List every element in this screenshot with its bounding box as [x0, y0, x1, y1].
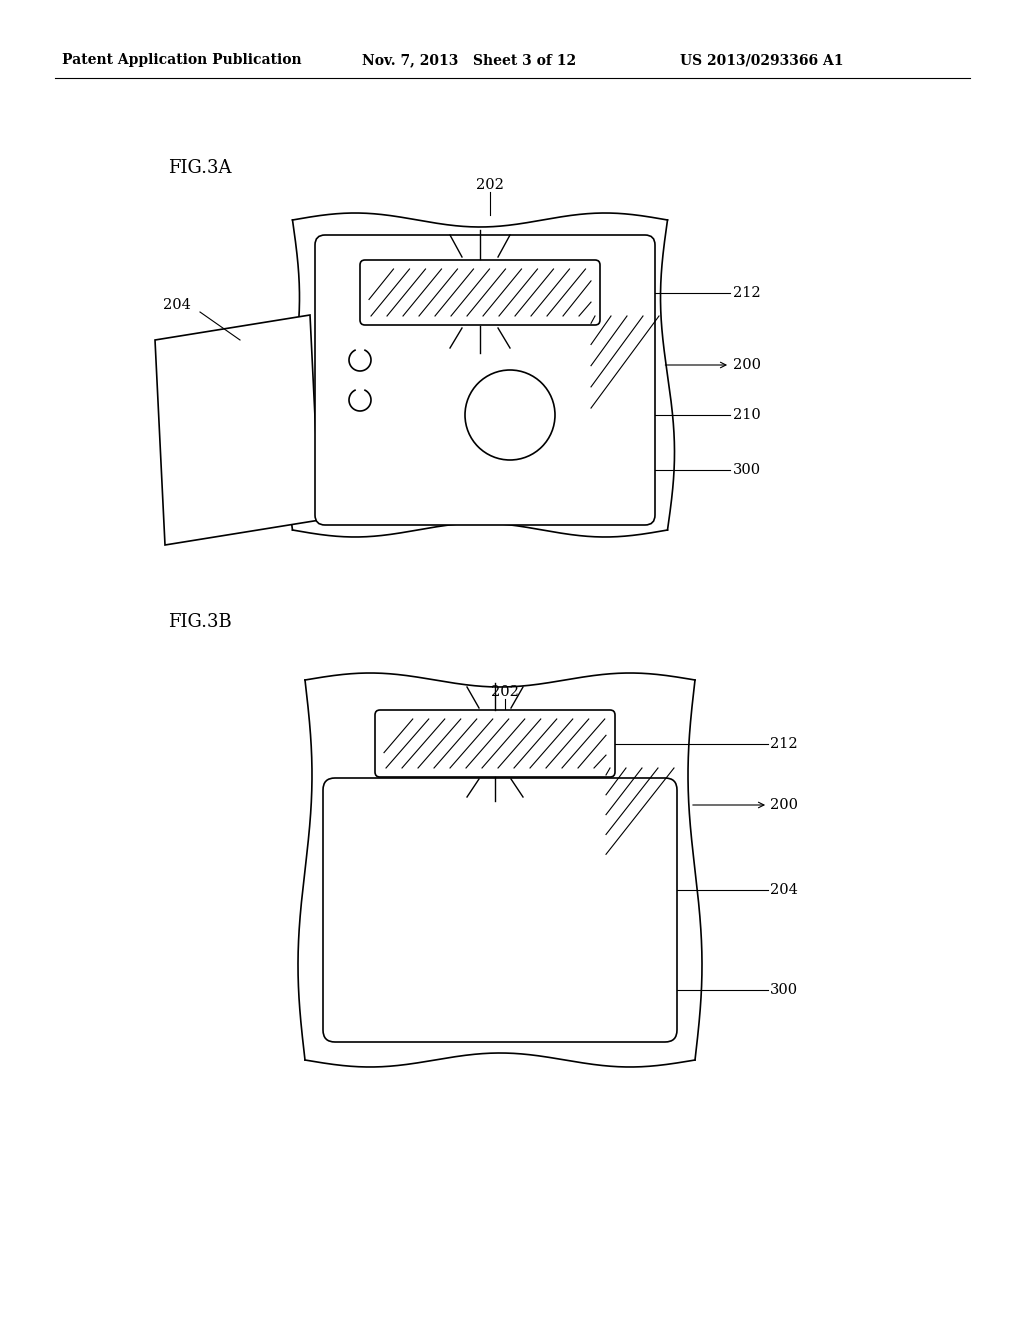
Text: 212: 212	[733, 286, 761, 300]
Text: 300: 300	[733, 463, 761, 477]
Text: 200: 200	[733, 358, 761, 372]
Text: Nov. 7, 2013   Sheet 3 of 12: Nov. 7, 2013 Sheet 3 of 12	[362, 53, 577, 67]
FancyBboxPatch shape	[362, 261, 598, 323]
Text: 204: 204	[163, 298, 190, 312]
Text: US 2013/0293366 A1: US 2013/0293366 A1	[680, 53, 844, 67]
FancyBboxPatch shape	[315, 235, 655, 525]
Text: Patent Application Publication: Patent Application Publication	[62, 53, 302, 67]
Text: FIG.3B: FIG.3B	[168, 612, 231, 631]
FancyBboxPatch shape	[360, 260, 600, 325]
FancyBboxPatch shape	[375, 710, 615, 777]
Text: 200: 200	[770, 799, 798, 812]
Text: 202: 202	[476, 178, 504, 191]
Text: 210: 210	[733, 408, 761, 422]
Text: 212: 212	[770, 737, 798, 751]
Text: FIG.3A: FIG.3A	[168, 158, 231, 177]
Text: 202: 202	[492, 685, 519, 700]
Text: 300: 300	[770, 983, 798, 997]
Polygon shape	[155, 315, 319, 545]
FancyBboxPatch shape	[323, 777, 677, 1041]
Text: 204: 204	[770, 883, 798, 898]
